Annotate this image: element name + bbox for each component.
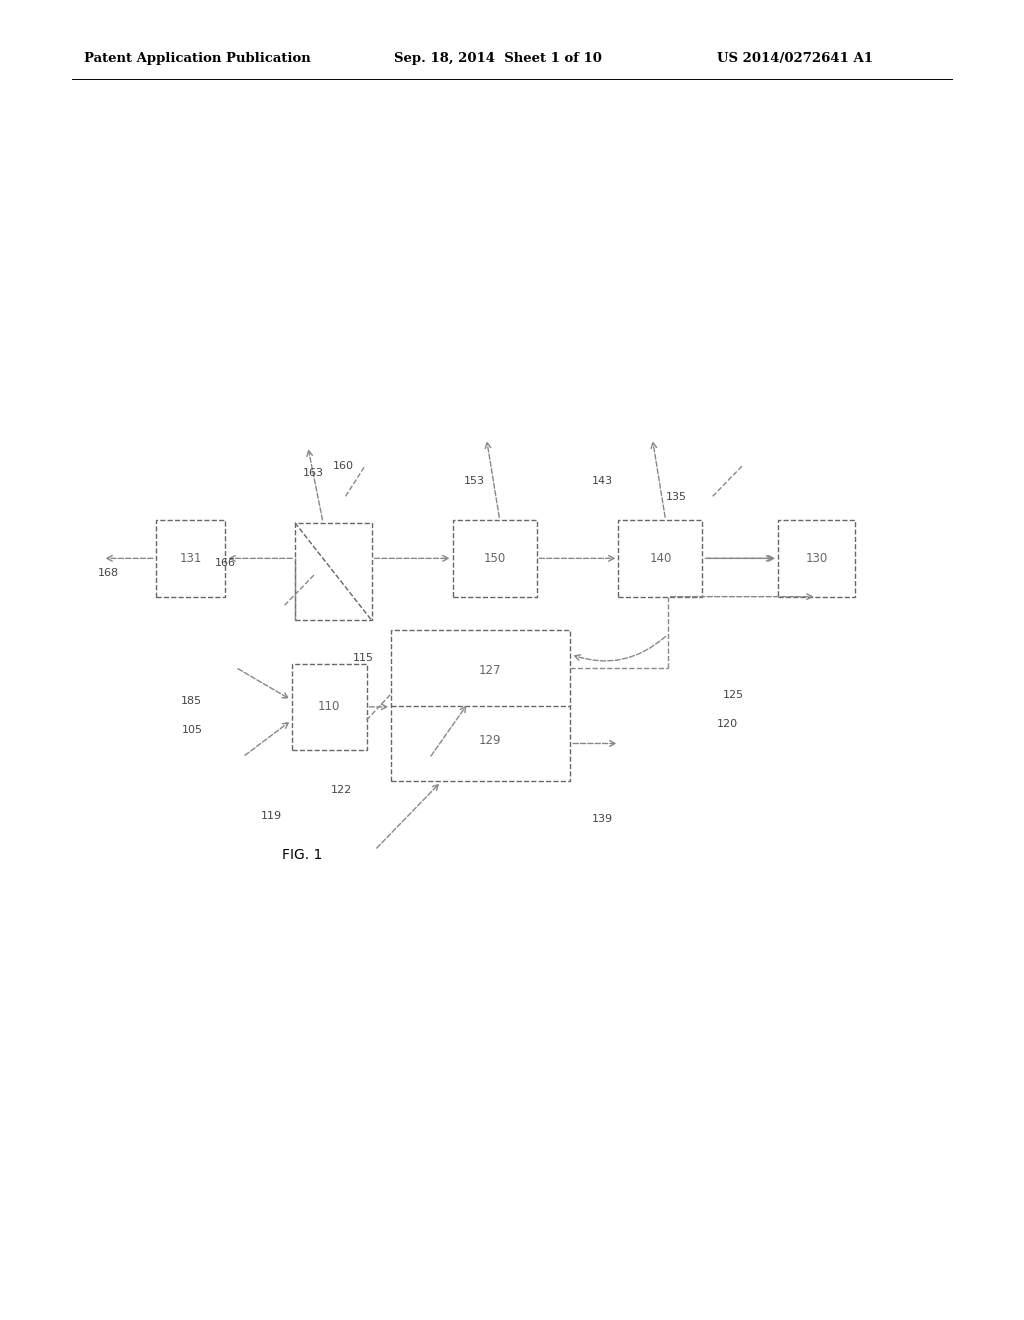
Text: 163: 163: [303, 467, 325, 478]
Bar: [295, 523, 372, 620]
Text: 120: 120: [717, 718, 738, 729]
Text: 135: 135: [666, 491, 687, 502]
Bar: [778, 520, 855, 597]
Text: 131: 131: [179, 552, 202, 565]
Text: 122: 122: [331, 784, 352, 795]
Text: 119: 119: [261, 810, 283, 821]
Text: 139: 139: [592, 813, 613, 824]
Text: Sep. 18, 2014  Sheet 1 of 10: Sep. 18, 2014 Sheet 1 of 10: [394, 51, 602, 65]
Text: 153: 153: [464, 475, 485, 486]
Text: 125: 125: [723, 689, 744, 700]
Text: 160: 160: [333, 461, 354, 471]
Text: 127: 127: [478, 664, 501, 677]
Text: 105: 105: [182, 725, 204, 735]
Text: 110: 110: [318, 701, 340, 713]
Text: 130: 130: [806, 552, 827, 565]
Text: 168: 168: [98, 568, 120, 578]
Bar: [292, 664, 367, 750]
Text: 140: 140: [649, 552, 672, 565]
Bar: [618, 520, 702, 597]
Bar: [391, 630, 570, 781]
Text: 115: 115: [353, 652, 375, 663]
Text: 129: 129: [478, 734, 501, 747]
Text: FIG. 1: FIG. 1: [282, 849, 323, 862]
Text: 143: 143: [592, 475, 613, 486]
Text: 166: 166: [215, 557, 237, 568]
Text: 150: 150: [483, 552, 506, 565]
Bar: [156, 520, 225, 597]
Text: 185: 185: [181, 696, 203, 706]
Text: Patent Application Publication: Patent Application Publication: [84, 51, 310, 65]
Text: US 2014/0272641 A1: US 2014/0272641 A1: [717, 51, 872, 65]
Bar: [453, 520, 537, 597]
